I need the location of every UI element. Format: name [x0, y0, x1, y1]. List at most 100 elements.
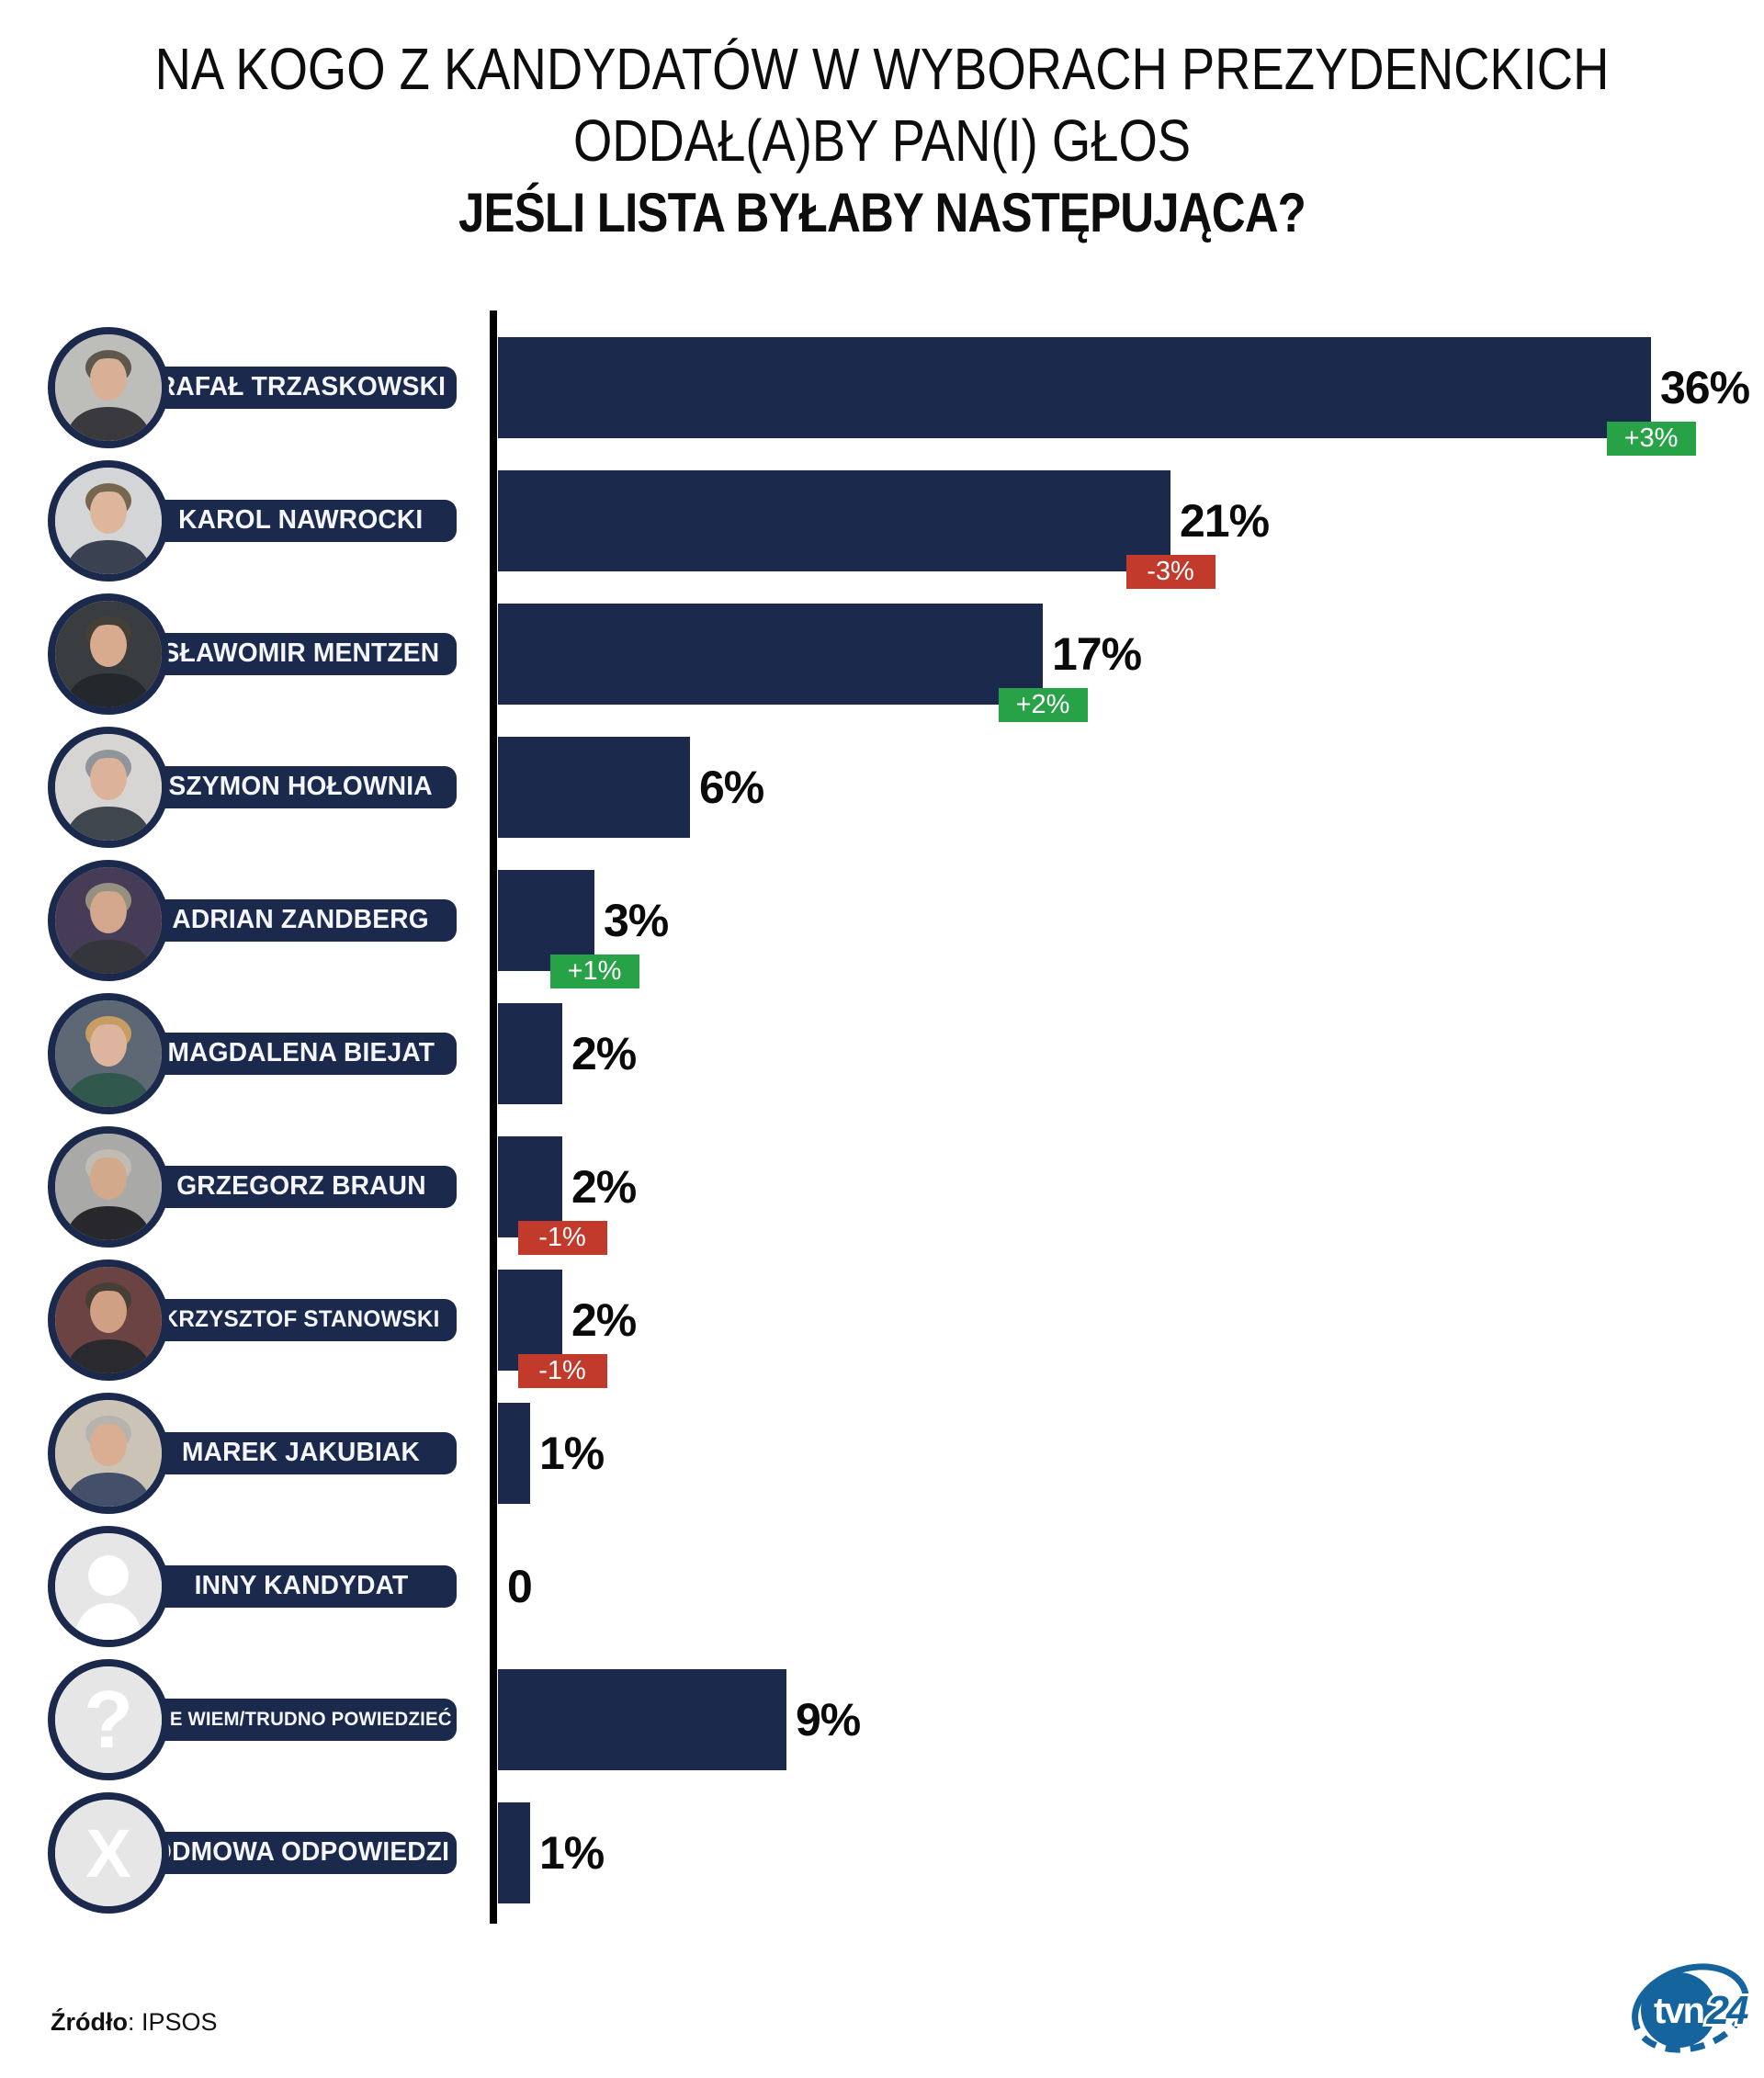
- candidate-name-pill: MAREK JAKUBIAK: [145, 1431, 457, 1474]
- candidate-photo: [48, 1525, 169, 1647]
- page-title: NA KOGO Z KANDYDATÓW W WYBORACH PREZYDEN…: [0, 33, 1764, 250]
- candidate-row: GRZEGORZ BRAUN 2% -1%: [0, 1121, 1764, 1255]
- candidate-photo: [48, 1259, 169, 1381]
- portrait-hairline: [88, 1417, 129, 1440]
- candidate-photo: [48, 1392, 169, 1514]
- candidate-name-pill: ADRIAN ZANDBERG: [145, 898, 457, 942]
- portrait-face: [90, 1022, 127, 1067]
- change-badge: -3%: [1125, 554, 1216, 589]
- candidate-name-label: MAGDALENA BIEJAT: [167, 1038, 435, 1067]
- portrait-face: [90, 622, 127, 667]
- candidate-name-pill: KRZYSZTOF STANOWSKI: [145, 1298, 457, 1341]
- portrait-face: [90, 888, 127, 933]
- source-note: Źródło: IPSOS: [51, 2008, 218, 2037]
- candidate-row: ADRIAN ZANDBERG 3% +1%: [0, 854, 1764, 988]
- candidate-photo: X: [48, 1791, 169, 1914]
- source-value: : IPSOS: [127, 2008, 218, 2036]
- portrait-hairline: [88, 618, 129, 641]
- title-line-2: ODDAŁ(A)BY PAN(I) GŁOS: [572, 107, 1192, 174]
- result-bar: [498, 1801, 530, 1903]
- title-line-1: NA KOGO Z KANDYDATÓW W WYBORACH PREZYDEN…: [154, 36, 1610, 102]
- portrait-face: [90, 1155, 127, 1200]
- candidate-photo: [48, 726, 169, 848]
- candidate-photo: ?: [48, 1658, 169, 1780]
- title-line-3: JEŚLI LISTA BYŁABY NASTĘPUJĄCA?: [458, 182, 1306, 243]
- portrait-body: [64, 406, 153, 441]
- portrait-hairline: [88, 1284, 129, 1307]
- portrait-face: [90, 1288, 127, 1333]
- candidate-row: MAREK JAKUBIAK 1%: [0, 1387, 1764, 1520]
- portrait-body: [64, 1472, 153, 1507]
- portrait-face: [90, 489, 127, 534]
- portrait-body: [64, 1072, 153, 1107]
- result-bar: [498, 1402, 530, 1504]
- result-bar: [498, 603, 1043, 705]
- value-label: 36%: [1660, 362, 1750, 413]
- candidate-row: KRZYSZTOF STANOWSKI 2% -1%: [0, 1254, 1764, 1388]
- portrait-body: [64, 1205, 153, 1240]
- change-badge: +3%: [1606, 421, 1696, 456]
- result-bar: [498, 469, 1170, 571]
- candidate-row: INNY KANDYDAT 0: [0, 1520, 1764, 1654]
- candidate-row: ? NIE WIEM/TRUDNO POWIEDZIEĆ 9%: [0, 1654, 1764, 1787]
- candidate-row: MAGDALENA BIEJAT 2%: [0, 988, 1764, 1121]
- candidate-photo: [48, 1125, 169, 1248]
- portrait-hairline: [88, 751, 129, 774]
- candidate-name-label: ODMOWA ODPOWIEDZI: [152, 1837, 450, 1867]
- logo-orbit-solid: [1632, 1963, 1748, 2027]
- candidate-row: SŁAWOMIR MENTZEN 17% +2%: [0, 588, 1764, 722]
- candidate-name-label: SŁAWOMIR MENTZEN: [162, 638, 440, 668]
- value-label: 2%: [571, 1161, 637, 1213]
- portrait-face: [90, 356, 127, 401]
- candidate-row: SZYMON HOŁOWNIA 6%: [0, 721, 1764, 854]
- portrait-hairline: [88, 885, 129, 908]
- value-label: 17%: [1052, 628, 1142, 680]
- candidate-name-pill: RAFAŁ TRZASKOWSKI: [145, 366, 457, 409]
- value-label: 1%: [539, 1827, 605, 1879]
- candidate-name-label: SZYMON HOŁOWNIA: [168, 772, 434, 801]
- candidate-row: RAFAŁ TRZASKOWSKI 36% +3%: [0, 322, 1764, 456]
- candidate-photo: [48, 992, 169, 1114]
- value-label: 9%: [796, 1694, 861, 1745]
- candidate-row: KAROL NAWROCKI 21% -3%: [0, 455, 1764, 589]
- change-badge: +1%: [549, 954, 639, 988]
- candidate-name-pill: GRZEGORZ BRAUN: [145, 1165, 457, 1208]
- value-label: 0: [507, 1561, 533, 1612]
- portrait-hairline: [88, 485, 129, 508]
- portrait-face: [90, 755, 127, 800]
- candidate-name-pill: KAROL NAWROCKI: [145, 499, 457, 542]
- person-icon: [88, 1554, 129, 1596]
- candidate-name-label: KRZYSZTOF STANOWSKI: [162, 1306, 440, 1332]
- portrait-body: [64, 939, 153, 974]
- change-badge: -1%: [517, 1220, 607, 1255]
- question-icon: ?: [84, 1674, 133, 1765]
- candidate-name-label: GRZEGORZ BRAUN: [175, 1171, 426, 1201]
- result-bar: [498, 1002, 562, 1104]
- candidate-photo: [48, 459, 169, 582]
- candidate-name-label: ADRIAN ZANDBERG: [172, 905, 430, 934]
- result-bar: [498, 869, 594, 971]
- change-badge: -1%: [517, 1353, 607, 1388]
- portrait-hairline: [88, 1018, 129, 1041]
- logo-circle: [1641, 1972, 1716, 2048]
- portrait-body: [64, 806, 153, 841]
- result-bar: [498, 336, 1651, 438]
- logo-tvn-text: tvn: [1654, 1991, 1703, 2031]
- candidate-name-label: INNY KANDYDAT: [194, 1571, 408, 1600]
- value-label: 3%: [604, 895, 669, 946]
- portrait-face: [90, 1421, 127, 1466]
- logo-24-text: 24: [1706, 1988, 1748, 2033]
- candidate-photo: [48, 593, 169, 715]
- portrait-body: [64, 672, 153, 707]
- change-badge: +2%: [998, 687, 1088, 722]
- tvn24-logo: tvn 24: [1632, 1963, 1754, 2053]
- candidate-name-label: NIE WIEM/TRUDNO POWIEDZIEĆ: [150, 1708, 452, 1730]
- candidate-name-label: RAFAŁ TRZASKOWSKI: [156, 372, 446, 401]
- person-icon: [74, 1602, 143, 1640]
- portrait-body: [64, 539, 153, 574]
- result-bar: [498, 1135, 562, 1237]
- value-label: 6%: [699, 762, 764, 813]
- candidate-name-pill: ODMOWA ODPOWIEDZI: [145, 1831, 457, 1874]
- portrait-hairline: [88, 1151, 129, 1174]
